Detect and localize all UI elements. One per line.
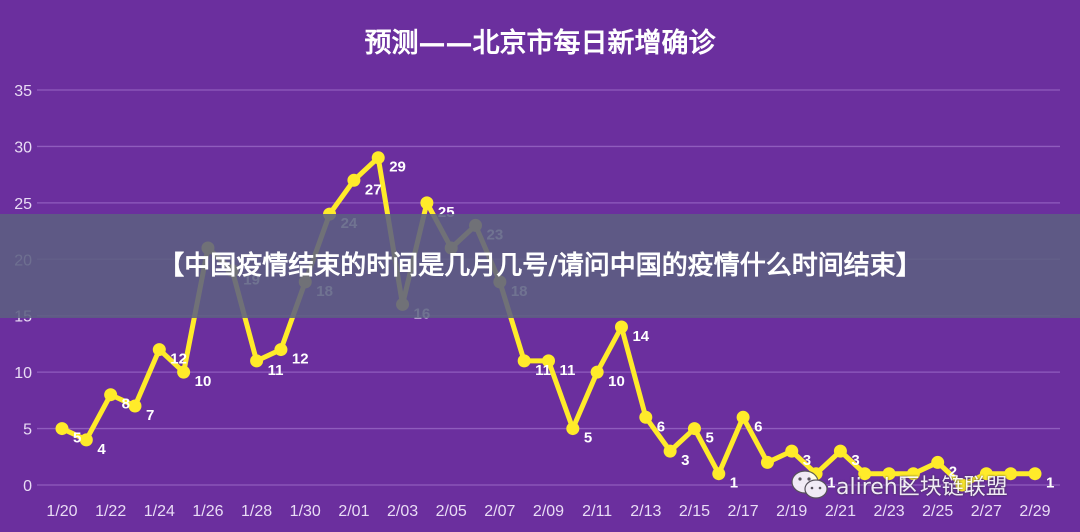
- data-label: 5: [584, 430, 592, 447]
- data-label: 11: [535, 362, 551, 379]
- data-point: [882, 467, 896, 481]
- data-point: [590, 365, 604, 379]
- x-tick-label: 2/03: [387, 503, 418, 520]
- article-title-banner: 【中国疫情结束的时间是几月几号/请问中国的疫情什么时间结束】: [0, 214, 1080, 318]
- data-label: 1: [827, 475, 835, 492]
- data-label: 5: [705, 430, 713, 447]
- x-tick-label: 2/05: [436, 503, 467, 520]
- data-point: [79, 433, 93, 447]
- chart-title: 预测——北京市每日新增确诊: [365, 27, 717, 59]
- data-label: 10: [195, 373, 212, 390]
- series-line-group: [59, 155, 1038, 488]
- x-tick-label: 2/01: [338, 503, 369, 520]
- data-point: [274, 343, 288, 357]
- data-point: [687, 422, 701, 436]
- data-point: [785, 444, 799, 458]
- data-point: [955, 478, 969, 492]
- data-point: [55, 422, 69, 436]
- data-point: [663, 444, 677, 458]
- x-tick-label: 1/26: [192, 503, 223, 520]
- data-point: [104, 388, 118, 402]
- data-label: 1: [900, 475, 908, 492]
- data-label: 8: [122, 396, 130, 413]
- data-label: 1: [1046, 475, 1054, 492]
- data-point: [833, 444, 847, 458]
- data-label: 11: [268, 362, 284, 379]
- data-label: 3: [681, 452, 689, 469]
- x-tick-label: 1/28: [241, 503, 272, 520]
- data-labels: 5487121019111218242729162523181111510146…: [73, 159, 1054, 492]
- data-point: [420, 196, 434, 210]
- data-point: [177, 365, 191, 379]
- data-label: 3: [851, 452, 859, 469]
- data-point: [639, 410, 653, 424]
- data-label: 7: [146, 407, 154, 424]
- x-tick-label: 2/09: [533, 503, 564, 520]
- data-point: [1004, 467, 1018, 481]
- x-axis-tick-labels: 1/20 1/22 1/24 1/26 1/28 1/30 2/01 2/03 2/05 2/07…: [46, 503, 1050, 520]
- x-tick-label: 2/17: [728, 503, 759, 520]
- x-tick-label: 1/22: [95, 503, 126, 520]
- x-tick-label: 2/13: [630, 503, 661, 520]
- series-line: [59, 155, 1038, 488]
- x-tick-label: 1/30: [290, 503, 321, 520]
- data-label: 14: [632, 328, 649, 345]
- y-tick-label: 35: [14, 83, 32, 100]
- y-tick-label: 0: [23, 478, 32, 495]
- data-point: [906, 467, 920, 481]
- data-point: [371, 151, 385, 165]
- data-point: [128, 399, 142, 413]
- data-label: 29: [389, 159, 406, 176]
- y-tick-label: 5: [23, 422, 32, 439]
- x-tick-label: 1/20: [46, 503, 77, 520]
- data-label: 5: [73, 430, 81, 447]
- y-tick-label: 10: [14, 365, 32, 382]
- data-point: [712, 467, 726, 481]
- data-label: 6: [657, 418, 665, 435]
- x-tick-label: 1/24: [144, 503, 175, 520]
- data-point: [152, 343, 166, 357]
- data-label: 11: [560, 362, 576, 379]
- data-label: 3: [803, 452, 811, 469]
- data-point: [517, 354, 531, 368]
- data-label: 12: [170, 351, 187, 368]
- data-point: [736, 410, 750, 424]
- data-point: [931, 455, 945, 469]
- data-point: [1028, 467, 1042, 481]
- wechat-icon: [791, 470, 828, 499]
- data-point: [614, 320, 628, 334]
- data-point: [858, 467, 872, 481]
- data-point: [347, 173, 361, 187]
- data-label: 6: [754, 418, 762, 435]
- y-tick-label: 30: [14, 139, 32, 156]
- data-label: 27: [365, 181, 382, 198]
- x-tick-label: 2/07: [484, 503, 515, 520]
- data-label: 10: [608, 373, 625, 390]
- data-point: [760, 455, 774, 469]
- data-label: 4: [97, 441, 106, 458]
- x-tick-label: 2/27: [971, 503, 1002, 520]
- data-point: [979, 467, 993, 481]
- data-point: [566, 422, 580, 436]
- data-point: [542, 354, 555, 368]
- data-label: 12: [292, 351, 309, 368]
- y-tick-label: 25: [14, 196, 32, 213]
- x-tick-label: 2/15: [679, 503, 710, 520]
- article-title[interactable]: 【中国疫情结束的时间是几月几号/请问中国的疫情什么时间结束】: [158, 251, 922, 281]
- x-tick-label: 2/29: [1019, 503, 1050, 520]
- x-tick-label: 2/21: [825, 503, 856, 520]
- data-point: [250, 354, 264, 368]
- data-label: 2: [949, 463, 957, 480]
- x-tick-label: 2/11: [582, 503, 612, 520]
- x-tick-label: 2/23: [873, 503, 904, 520]
- watermark-text: alireh区块链联盟: [836, 475, 1008, 500]
- data-label: 1: [730, 475, 738, 492]
- watermark: alireh区块链联盟: [790, 465, 1008, 505]
- x-tick-label: 2/19: [776, 503, 807, 520]
- x-tick-label: 2/25: [922, 503, 953, 520]
